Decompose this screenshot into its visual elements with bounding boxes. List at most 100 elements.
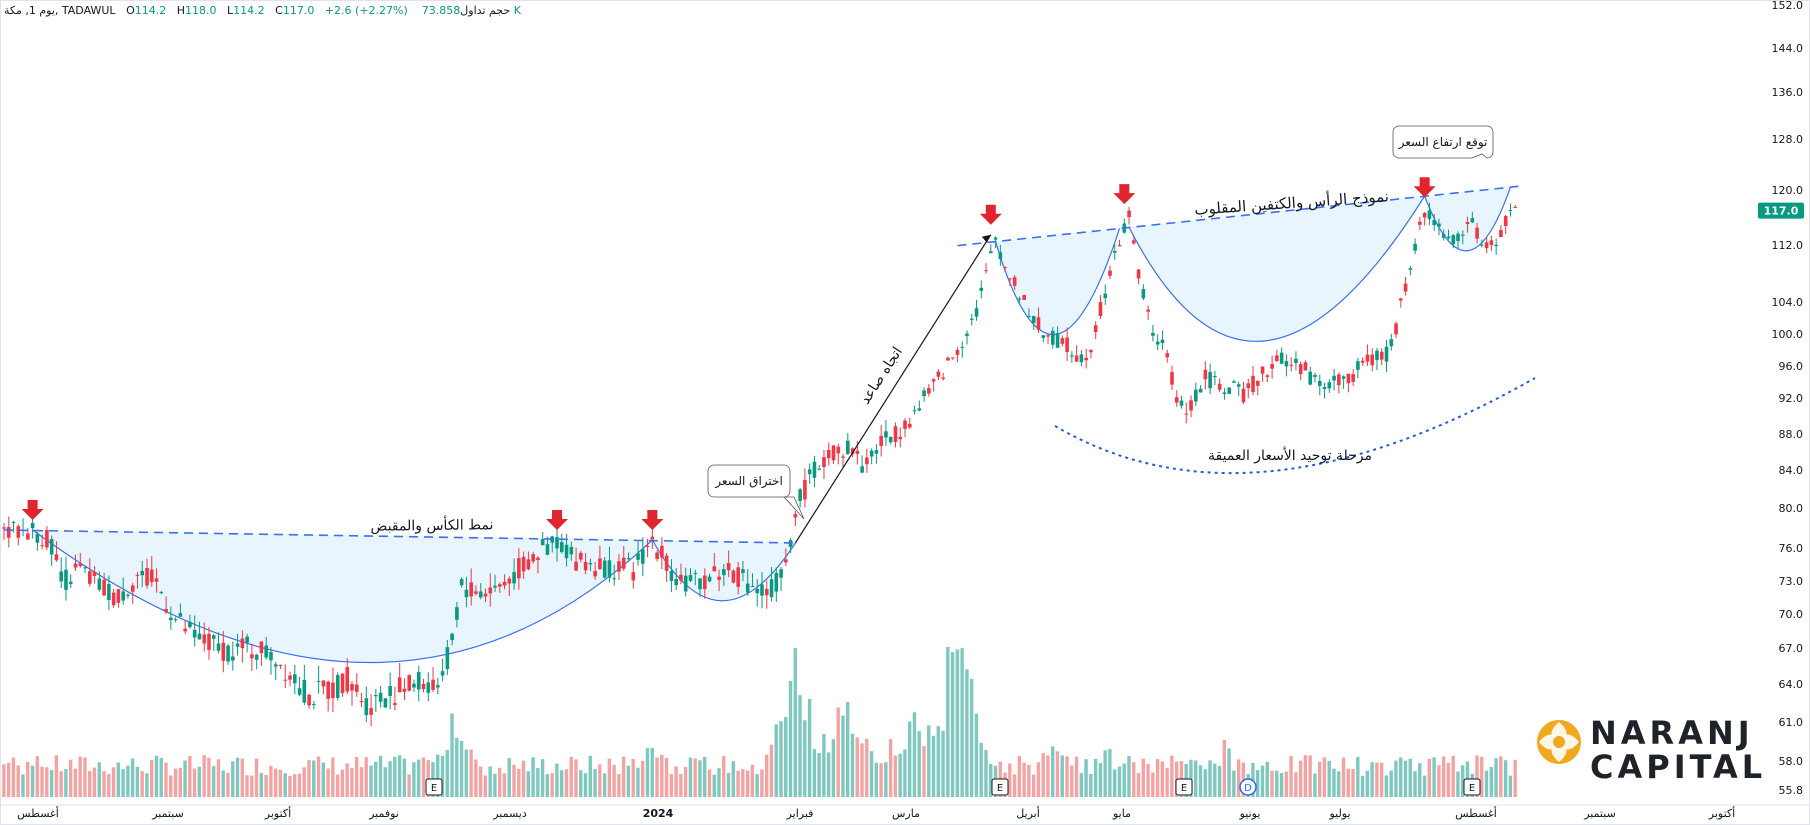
volume-bar	[1394, 760, 1398, 797]
candle-body	[545, 544, 550, 555]
candle-body	[97, 578, 102, 590]
candle-body	[1294, 358, 1298, 363]
volume-bar	[745, 770, 750, 797]
candle-body	[1308, 371, 1313, 385]
candle-body	[1089, 349, 1093, 353]
volume-bar	[464, 749, 469, 797]
candle-body	[1484, 242, 1489, 249]
volume-bar	[340, 769, 345, 797]
volume-bar	[941, 730, 945, 797]
candle-body	[1108, 270, 1112, 276]
earnings-marker-icon	[991, 778, 1009, 796]
candle-body	[1241, 388, 1246, 403]
candle-body	[1317, 380, 1322, 386]
candle-body	[26, 533, 30, 540]
volume-bar	[1017, 755, 1022, 797]
candle-body	[974, 308, 979, 317]
volume-bar	[1079, 773, 1084, 797]
candle-body	[655, 552, 659, 559]
inverse-hs-neckline	[957, 185, 1521, 247]
volume-bar	[192, 768, 197, 797]
candle-body	[16, 526, 21, 538]
volume-bar	[202, 755, 206, 797]
head-fill	[1129, 196, 1425, 342]
volume-bar	[712, 774, 716, 797]
volume-bar	[717, 768, 721, 797]
volume-bar	[536, 767, 540, 797]
candle-body	[369, 708, 373, 715]
candle-body	[45, 530, 49, 548]
y-tick-label: 73.0	[1779, 575, 1804, 588]
candle-body	[1060, 338, 1065, 344]
candle-body	[593, 571, 597, 577]
candle-body	[1270, 363, 1274, 369]
event-marker-label: E	[431, 783, 437, 794]
consolidation-label: مرحلة توحيد الأسعار العميقة	[1208, 446, 1372, 464]
volume-value: 73.858 K	[421, 4, 521, 17]
candle-body	[865, 457, 869, 465]
candle-body	[35, 534, 40, 543]
candle-body	[922, 390, 926, 396]
candle-body	[102, 579, 106, 596]
volume-bar	[436, 754, 440, 797]
volume-bar	[321, 762, 326, 797]
volume-bar	[1070, 765, 1074, 797]
volume-bar	[1503, 760, 1508, 797]
candle-body	[478, 591, 483, 598]
candle-body	[936, 371, 941, 377]
volume-bar	[1108, 748, 1112, 797]
volume-bar	[1399, 757, 1403, 797]
candle-body	[211, 635, 216, 639]
candle-body	[169, 617, 173, 621]
logo-line1: NARANJ	[1590, 714, 1754, 752]
volume-bar	[526, 771, 531, 797]
y-tick-label: 92.0	[1779, 392, 1804, 405]
volume-bar	[1041, 752, 1045, 797]
volume-bar	[950, 652, 955, 797]
volume-bar	[1389, 770, 1393, 797]
volume-bar	[283, 773, 287, 797]
volume-bar	[521, 760, 526, 797]
volume-bar	[293, 774, 297, 797]
volume-bar	[1112, 769, 1117, 797]
volume-bar	[250, 775, 254, 797]
candle-body	[78, 563, 83, 567]
candle-body	[1227, 387, 1231, 394]
last-price-label: 117.0	[1764, 205, 1799, 218]
volume-bar	[231, 761, 235, 797]
volume-bar	[779, 721, 783, 797]
volume-bar	[969, 678, 974, 797]
volume-bar	[1356, 756, 1360, 797]
candle-body	[1027, 316, 1031, 318]
candle-body	[1031, 316, 1036, 323]
y-tick-label: 70.0	[1779, 608, 1804, 621]
volume-bar	[235, 757, 240, 797]
volume-bar	[278, 769, 283, 797]
volume-bar	[1289, 755, 1293, 797]
dividend-marker-icon	[1239, 778, 1257, 796]
volume-bar	[259, 772, 264, 797]
volume-bar	[1232, 770, 1236, 797]
candle-body	[750, 586, 755, 588]
volume-bar	[1403, 760, 1408, 797]
candle-body	[1117, 245, 1122, 247]
candle-body	[893, 426, 898, 442]
candle-body	[1003, 266, 1007, 268]
volume-bar	[1122, 763, 1126, 797]
volume-bar	[1155, 759, 1160, 797]
volume-bar	[688, 757, 693, 797]
candle-body	[526, 559, 531, 570]
candle-body	[531, 554, 535, 562]
y-tick-label: 120.0	[1772, 184, 1804, 197]
candle-body	[354, 684, 359, 692]
candle-body	[1475, 227, 1479, 239]
volume-bar	[478, 766, 483, 797]
candle-body	[836, 446, 841, 454]
volume-bar	[865, 738, 869, 797]
volume-bar	[936, 726, 940, 797]
y-tick-label: 84.0	[1779, 464, 1804, 477]
candle-body	[335, 675, 340, 698]
y-tick-label: 128.0	[1772, 133, 1804, 146]
